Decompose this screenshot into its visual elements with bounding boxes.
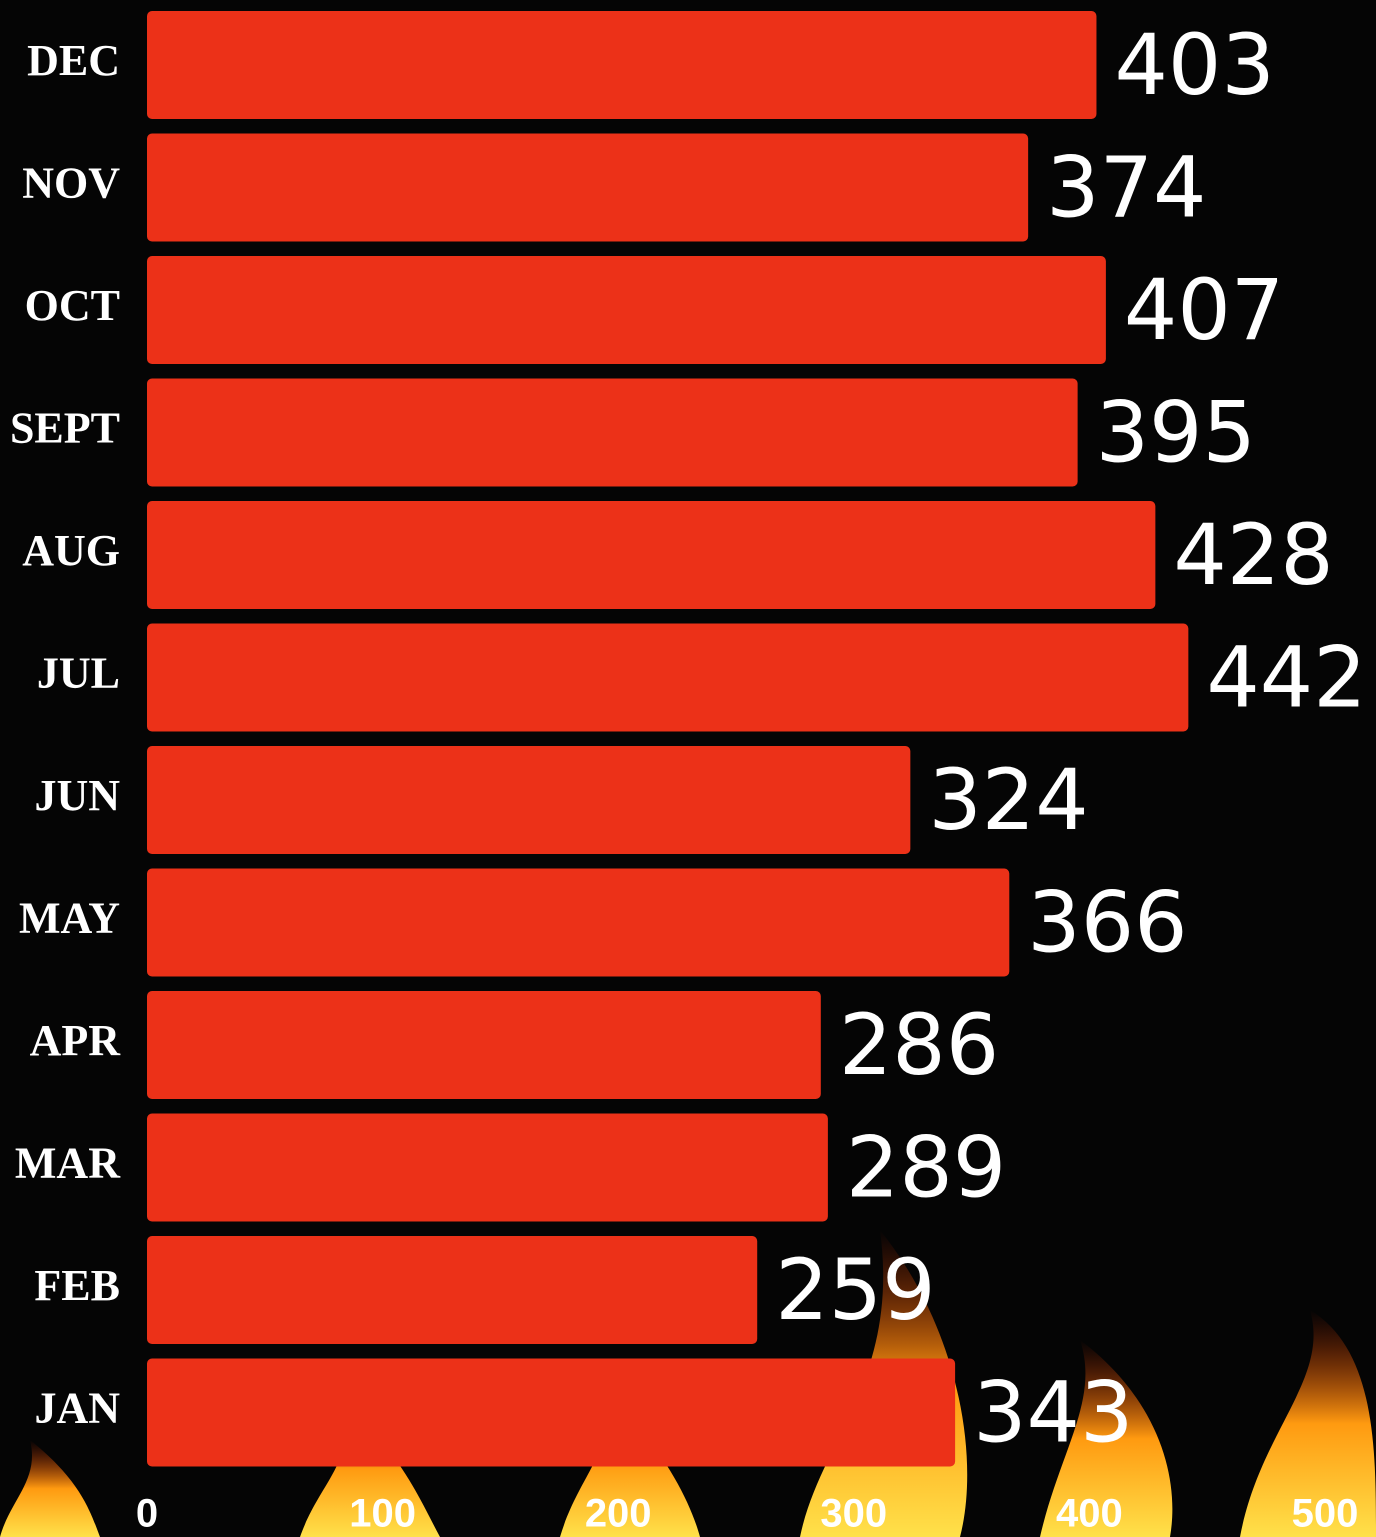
bar: [147, 623, 1189, 732]
x-tick-label: 0: [136, 1492, 158, 1536]
value-label: 259: [775, 1241, 935, 1339]
x-tick-label: 500: [1292, 1492, 1359, 1536]
category-label: JAN: [34, 1384, 120, 1433]
bar: [147, 746, 911, 854]
bar: [147, 501, 1156, 609]
value-label: 395: [1096, 383, 1256, 481]
value-label: 407: [1124, 261, 1284, 359]
flame: [1240, 1310, 1376, 1537]
bar: [147, 11, 1097, 119]
category-label: DEC: [27, 36, 120, 85]
bar: [147, 1358, 956, 1467]
category-label: AUG: [22, 526, 120, 575]
category-label: SEPT: [10, 404, 120, 453]
x-tick-label: 300: [820, 1492, 887, 1536]
value-label: 289: [846, 1118, 1006, 1216]
bar: [147, 133, 1029, 242]
bar: [147, 378, 1078, 487]
value-label: 366: [1027, 873, 1187, 971]
value-label: 428: [1173, 506, 1333, 604]
category-label: MAR: [15, 1139, 121, 1188]
x-tick-label: 100: [349, 1492, 416, 1536]
category-label: JUN: [34, 771, 120, 820]
category-label: FEB: [34, 1261, 120, 1310]
value-label: 442: [1206, 628, 1366, 726]
x-tick-label: 200: [585, 1492, 652, 1536]
value-label: 403: [1114, 16, 1274, 114]
bar: [147, 256, 1106, 364]
flame: [300, 1400, 440, 1537]
bar: [147, 868, 1010, 977]
bar: [147, 991, 821, 1099]
category-label: APR: [30, 1016, 122, 1065]
value-label: 324: [928, 751, 1088, 849]
category-label: JUL: [37, 649, 120, 698]
category-label: NOV: [22, 159, 120, 208]
bar: [147, 1113, 828, 1222]
flame: [0, 1440, 100, 1537]
value-label: 374: [1046, 138, 1206, 236]
bar: [147, 1236, 758, 1344]
flame: [1040, 1340, 1173, 1537]
category-label: OCT: [25, 281, 120, 330]
x-tick-label: 400: [1056, 1492, 1123, 1536]
value-label: 343: [973, 1363, 1133, 1461]
category-label: MAY: [19, 894, 120, 943]
value-label: 286: [839, 996, 999, 1094]
